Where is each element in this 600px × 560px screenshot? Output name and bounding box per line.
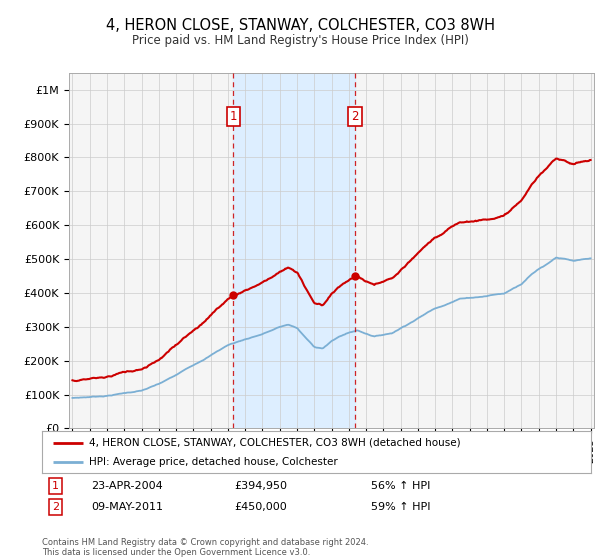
Text: 4, HERON CLOSE, STANWAY, COLCHESTER, CO3 8WH: 4, HERON CLOSE, STANWAY, COLCHESTER, CO3… xyxy=(106,18,494,32)
Text: 1: 1 xyxy=(52,480,59,491)
Text: HPI: Average price, detached house, Colchester: HPI: Average price, detached house, Colc… xyxy=(89,457,337,467)
Text: 2: 2 xyxy=(52,502,59,512)
Text: 1: 1 xyxy=(229,110,237,123)
Text: Price paid vs. HM Land Registry's House Price Index (HPI): Price paid vs. HM Land Registry's House … xyxy=(131,34,469,48)
Text: 56% ↑ HPI: 56% ↑ HPI xyxy=(371,480,431,491)
Text: 4, HERON CLOSE, STANWAY, COLCHESTER, CO3 8WH (detached house): 4, HERON CLOSE, STANWAY, COLCHESTER, CO3… xyxy=(89,437,460,447)
Text: £450,000: £450,000 xyxy=(234,502,287,512)
Bar xyxy=(233,73,355,428)
Text: Contains HM Land Registry data © Crown copyright and database right 2024.
This d: Contains HM Land Registry data © Crown c… xyxy=(42,538,368,557)
Text: 2: 2 xyxy=(351,110,359,123)
Text: 09-MAY-2011: 09-MAY-2011 xyxy=(91,502,163,512)
Text: 23-APR-2004: 23-APR-2004 xyxy=(91,480,163,491)
Text: 59% ↑ HPI: 59% ↑ HPI xyxy=(371,502,431,512)
Text: £394,950: £394,950 xyxy=(234,480,287,491)
